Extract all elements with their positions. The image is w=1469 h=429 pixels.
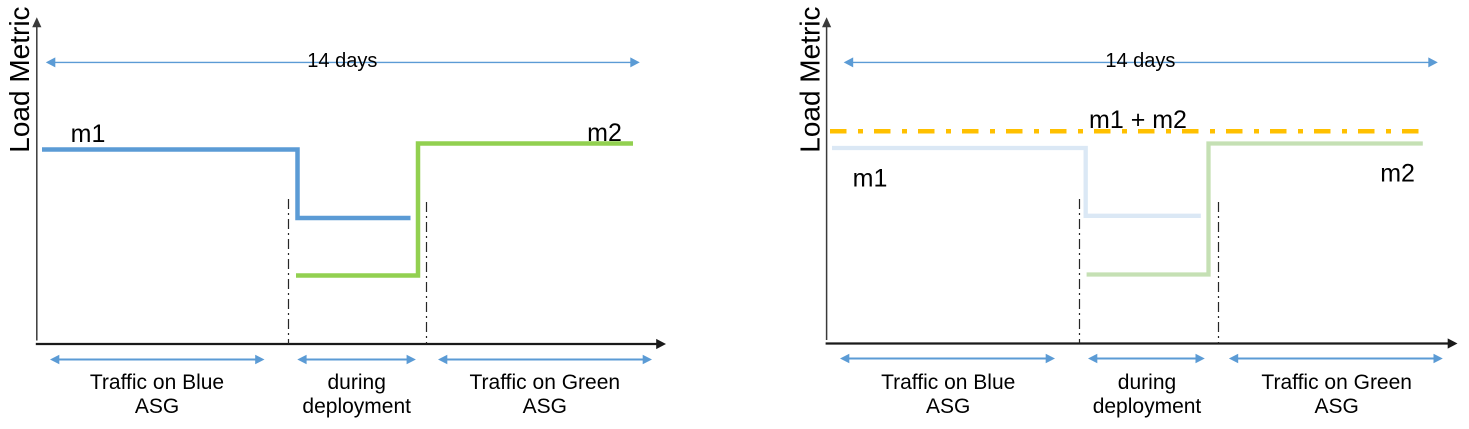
svg-text:deployment: deployment xyxy=(302,395,411,418)
svg-text:Traffic on Green: Traffic on Green xyxy=(1261,371,1412,394)
svg-text:m2: m2 xyxy=(1380,159,1415,187)
svg-text:Traffic on Blue: Traffic on Blue xyxy=(881,371,1015,394)
svg-text:Traffic on Blue: Traffic on Blue xyxy=(90,371,224,394)
svg-text:deployment: deployment xyxy=(1093,395,1202,418)
svg-text:m1: m1 xyxy=(71,120,106,148)
svg-text:Load Metric: Load Metric xyxy=(794,6,825,152)
svg-text:m1: m1 xyxy=(853,165,888,193)
svg-text:14 days: 14 days xyxy=(1105,50,1175,72)
svg-text:during: during xyxy=(1118,371,1176,394)
svg-text:ASG: ASG xyxy=(926,395,970,418)
svg-text:during: during xyxy=(328,371,386,394)
svg-text:Traffic on Green: Traffic on Green xyxy=(470,371,621,394)
svg-text:m2: m2 xyxy=(587,119,622,147)
svg-text:14 days: 14 days xyxy=(307,50,377,72)
svg-text:ASG: ASG xyxy=(135,395,179,418)
svg-text:ASG: ASG xyxy=(1315,395,1359,418)
svg-text:ASG: ASG xyxy=(523,395,567,418)
svg-text:m1 + m2: m1 + m2 xyxy=(1089,106,1187,134)
svg-text:Load Metric: Load Metric xyxy=(4,6,35,152)
